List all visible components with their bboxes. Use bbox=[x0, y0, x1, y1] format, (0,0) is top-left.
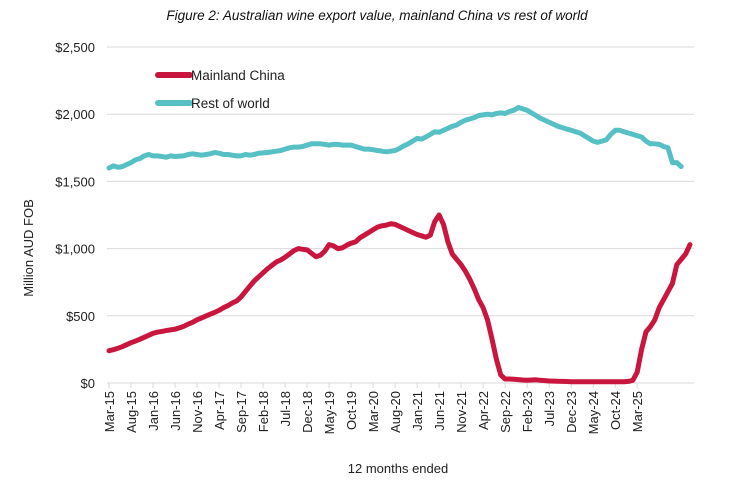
y-tick-label: $0 bbox=[81, 376, 95, 391]
x-tick-label: Oct-24 bbox=[608, 391, 623, 430]
x-tick-label: May-24 bbox=[586, 391, 601, 434]
x-tick-label: Oct-19 bbox=[344, 391, 359, 430]
x-tick-label: Mar-25 bbox=[630, 391, 645, 432]
x-tick-label: May-19 bbox=[322, 391, 337, 434]
x-tick-label: Jul-23 bbox=[542, 391, 557, 426]
x-tick-label: Dec-18 bbox=[300, 391, 315, 433]
x-axis-title: 12 months ended bbox=[348, 461, 448, 476]
y-axis-tick-labels: $0 $500 $1,000 $1,500 $2,000 $2,500 bbox=[55, 40, 95, 391]
x-tick-label: Mar-20 bbox=[366, 391, 381, 432]
x-tick-label: Apr-22 bbox=[476, 391, 491, 430]
x-tick-label: Nov-16 bbox=[190, 391, 205, 433]
x-tick-label: Jan-21 bbox=[410, 391, 425, 431]
x-tick-label: Feb-18 bbox=[256, 391, 271, 432]
x-tick-label: Feb-23 bbox=[520, 391, 535, 432]
x-tick-label: Jun-21 bbox=[432, 391, 447, 431]
legend-label-mainland-china: Mainland China bbox=[191, 68, 285, 83]
x-tick-label: Jul-18 bbox=[278, 391, 293, 426]
x-tick-label: Aug-15 bbox=[124, 391, 139, 433]
x-tick-label: Sep-17 bbox=[234, 391, 249, 433]
chart-title: Figure 2: Australian wine export value, … bbox=[166, 8, 588, 23]
x-tick-label: Nov-21 bbox=[454, 391, 469, 433]
x-tick-label: Jan-16 bbox=[146, 391, 161, 431]
legend: Mainland China Rest of world bbox=[155, 68, 285, 111]
y-tick-label: $1,000 bbox=[55, 242, 95, 257]
y-tick-label: $2,000 bbox=[55, 107, 95, 122]
x-tick-label: Jun-16 bbox=[168, 391, 183, 431]
x-tick-label: Sep-22 bbox=[498, 391, 513, 433]
y-tick-label: $500 bbox=[66, 309, 95, 324]
gridlines bbox=[107, 46, 694, 317]
x-axis-tick-labels: Mar-15 Aug-15 Jan-16 Jun-16 Nov-16 Apr-17 Sep-… bbox=[102, 391, 645, 434]
x-tick-label: Dec-23 bbox=[564, 391, 579, 433]
legend-label-rest-of-world: Rest of world bbox=[191, 96, 270, 111]
series-line-rest-of-world bbox=[106, 105, 684, 171]
series-line-mainland-china bbox=[106, 212, 693, 385]
series-lines bbox=[106, 105, 693, 385]
y-tick-label: $1,500 bbox=[55, 174, 95, 189]
y-axis-title: Million AUD FOB bbox=[21, 199, 36, 297]
x-tick-label: Apr-17 bbox=[212, 391, 227, 430]
x-tick-label: Aug-20 bbox=[388, 391, 403, 433]
x-tick-label: Mar-15 bbox=[102, 391, 117, 432]
y-tick-label: $2,500 bbox=[55, 40, 95, 55]
